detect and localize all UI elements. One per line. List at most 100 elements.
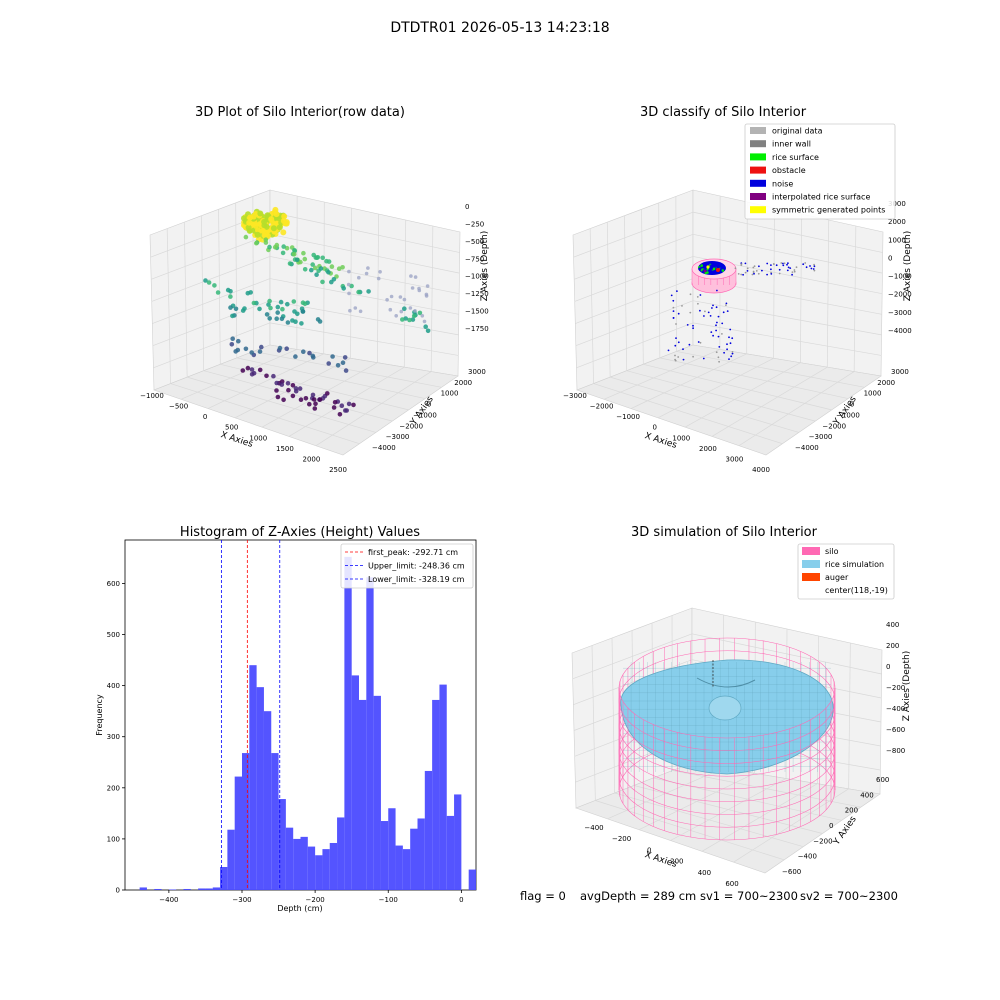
status-avg-depth: avgDepth = 289 cm <box>580 889 696 903</box>
histogram-bar <box>322 849 330 890</box>
noise-point <box>674 344 677 347</box>
data-point <box>285 301 290 307</box>
histogram-bar <box>183 888 191 890</box>
data-point <box>281 213 288 220</box>
data-point <box>250 213 257 220</box>
data-point <box>267 244 272 250</box>
data-point <box>301 250 306 256</box>
legend-swatch <box>750 153 766 161</box>
data-point <box>343 408 348 413</box>
left-pane-gridline <box>641 209 644 365</box>
floor-gridline <box>659 357 849 399</box>
status-line: flag = 0 avgDepth = 289 cm sv1 = 700~230… <box>520 889 898 903</box>
data-point <box>410 317 416 322</box>
x-tick-label: 1000 <box>672 434 690 442</box>
data-point <box>257 367 263 373</box>
y-tick-label: −200 <box>813 837 832 845</box>
data-point <box>274 388 279 393</box>
noise-point <box>782 264 785 267</box>
noise-point <box>675 337 677 339</box>
x-tick-label: −100 <box>379 896 398 904</box>
data-point <box>332 400 338 405</box>
data-point <box>410 286 415 290</box>
noise-point <box>773 263 775 266</box>
legend-label: rice simulation <box>825 560 884 569</box>
z-tick-label: 2000 <box>888 218 906 226</box>
data-point <box>302 256 308 262</box>
floor-gridline <box>603 349 720 400</box>
silo-ring-back <box>618 637 836 689</box>
data-point <box>399 309 404 314</box>
noise-point <box>726 348 728 351</box>
legend-swatch <box>750 206 766 214</box>
noise-point <box>789 267 792 269</box>
left-pane-gridline <box>151 256 271 302</box>
data-point <box>409 274 413 278</box>
z-tick-label: −2000 <box>888 291 912 299</box>
noise-point <box>715 351 718 354</box>
y-tick-label: −2000 <box>399 422 423 430</box>
data-point <box>280 229 287 236</box>
noise-point <box>812 268 815 270</box>
right-pane-gridline <box>430 225 434 372</box>
noise-point <box>682 358 685 361</box>
histogram-bar <box>293 838 301 890</box>
left-pane-gridline <box>573 211 694 258</box>
silo-ring-front <box>618 751 836 803</box>
classify-axes-box <box>572 189 884 456</box>
x-tick-label: 600 <box>725 880 738 888</box>
histogram-bar <box>388 808 396 890</box>
z-tick-label: 3000 <box>888 200 906 208</box>
data-point <box>243 234 249 240</box>
data-point <box>340 360 346 366</box>
data-point <box>420 314 425 318</box>
data-point <box>314 272 319 278</box>
y-tick-label: 2000 <box>454 379 472 387</box>
data-point <box>249 367 255 372</box>
rice-crater-rim <box>696 677 756 688</box>
noise-point <box>813 265 816 268</box>
noise-point <box>696 296 699 298</box>
data-point <box>388 307 393 312</box>
noise-point <box>726 343 728 346</box>
rice-surface-point <box>721 269 725 272</box>
right-pane-gridline <box>350 207 352 359</box>
noise-point <box>730 355 733 358</box>
data-point <box>408 306 413 310</box>
noise-point <box>734 267 737 270</box>
data-point <box>248 290 253 295</box>
z-tick-label: −250 <box>465 220 484 228</box>
data-point <box>212 283 217 288</box>
noise-point <box>689 311 692 314</box>
data-point <box>259 344 264 350</box>
histogram-bar <box>380 821 389 890</box>
data-point <box>233 349 238 354</box>
data-point <box>292 248 297 253</box>
floor-gridline <box>593 383 783 445</box>
right-pane-gridline <box>377 213 379 363</box>
right-pane-gridline <box>800 213 802 363</box>
x-tick-label: 1500 <box>276 445 294 453</box>
silo-ring-front <box>618 700 836 752</box>
right-pane-gridline <box>746 201 748 354</box>
data-point <box>293 354 298 359</box>
histogram-bar <box>432 699 440 890</box>
silo-ring-front <box>618 713 836 764</box>
legend-label: rice surface <box>772 153 819 162</box>
left-pane-gridline <box>153 322 271 369</box>
y-tick-label: −3000 <box>386 433 410 441</box>
classify-points <box>667 258 816 363</box>
noise-point <box>783 262 786 265</box>
histogram-bars <box>139 556 476 890</box>
data-point <box>285 320 291 325</box>
histogram-bar <box>329 842 338 890</box>
noise-point <box>692 355 694 358</box>
data-point <box>245 224 252 231</box>
rice-surface-point <box>710 267 714 270</box>
y-tick-label: 500 <box>107 631 120 639</box>
histogram-bar <box>263 711 272 890</box>
histogram-legend: first_peak: -292.71 cm Upper_limit: -248.… <box>340 543 474 589</box>
z-tick-label: −400 <box>886 705 905 713</box>
noise-point <box>775 264 778 267</box>
floor-gridline <box>657 357 774 419</box>
